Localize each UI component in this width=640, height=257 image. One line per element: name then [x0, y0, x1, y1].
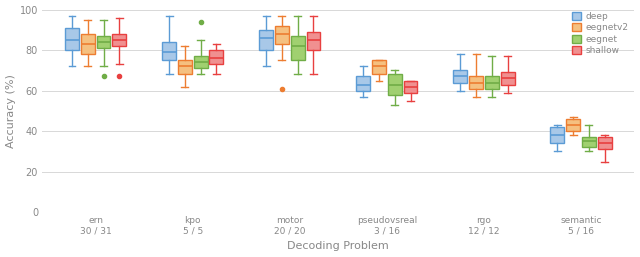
PathPatch shape: [500, 72, 515, 85]
PathPatch shape: [194, 56, 207, 68]
Y-axis label: Accuracy (%): Accuracy (%): [6, 74, 15, 148]
PathPatch shape: [259, 30, 273, 50]
PathPatch shape: [275, 26, 289, 44]
PathPatch shape: [404, 80, 417, 93]
PathPatch shape: [582, 137, 596, 148]
PathPatch shape: [372, 60, 386, 75]
PathPatch shape: [485, 77, 499, 89]
PathPatch shape: [81, 34, 95, 54]
PathPatch shape: [598, 137, 612, 150]
X-axis label: Decoding Problem: Decoding Problem: [287, 241, 389, 251]
PathPatch shape: [388, 75, 402, 95]
PathPatch shape: [550, 127, 564, 143]
PathPatch shape: [356, 77, 370, 91]
PathPatch shape: [307, 32, 321, 50]
PathPatch shape: [209, 50, 223, 64]
PathPatch shape: [291, 36, 305, 60]
Legend: deep, eegnetv2, eegnet, shallow: deep, eegnetv2, eegnet, shallow: [570, 10, 630, 57]
PathPatch shape: [65, 28, 79, 50]
PathPatch shape: [453, 70, 467, 82]
PathPatch shape: [566, 119, 580, 131]
PathPatch shape: [178, 60, 192, 75]
PathPatch shape: [113, 34, 126, 46]
PathPatch shape: [469, 77, 483, 89]
PathPatch shape: [97, 36, 111, 48]
PathPatch shape: [162, 42, 176, 60]
